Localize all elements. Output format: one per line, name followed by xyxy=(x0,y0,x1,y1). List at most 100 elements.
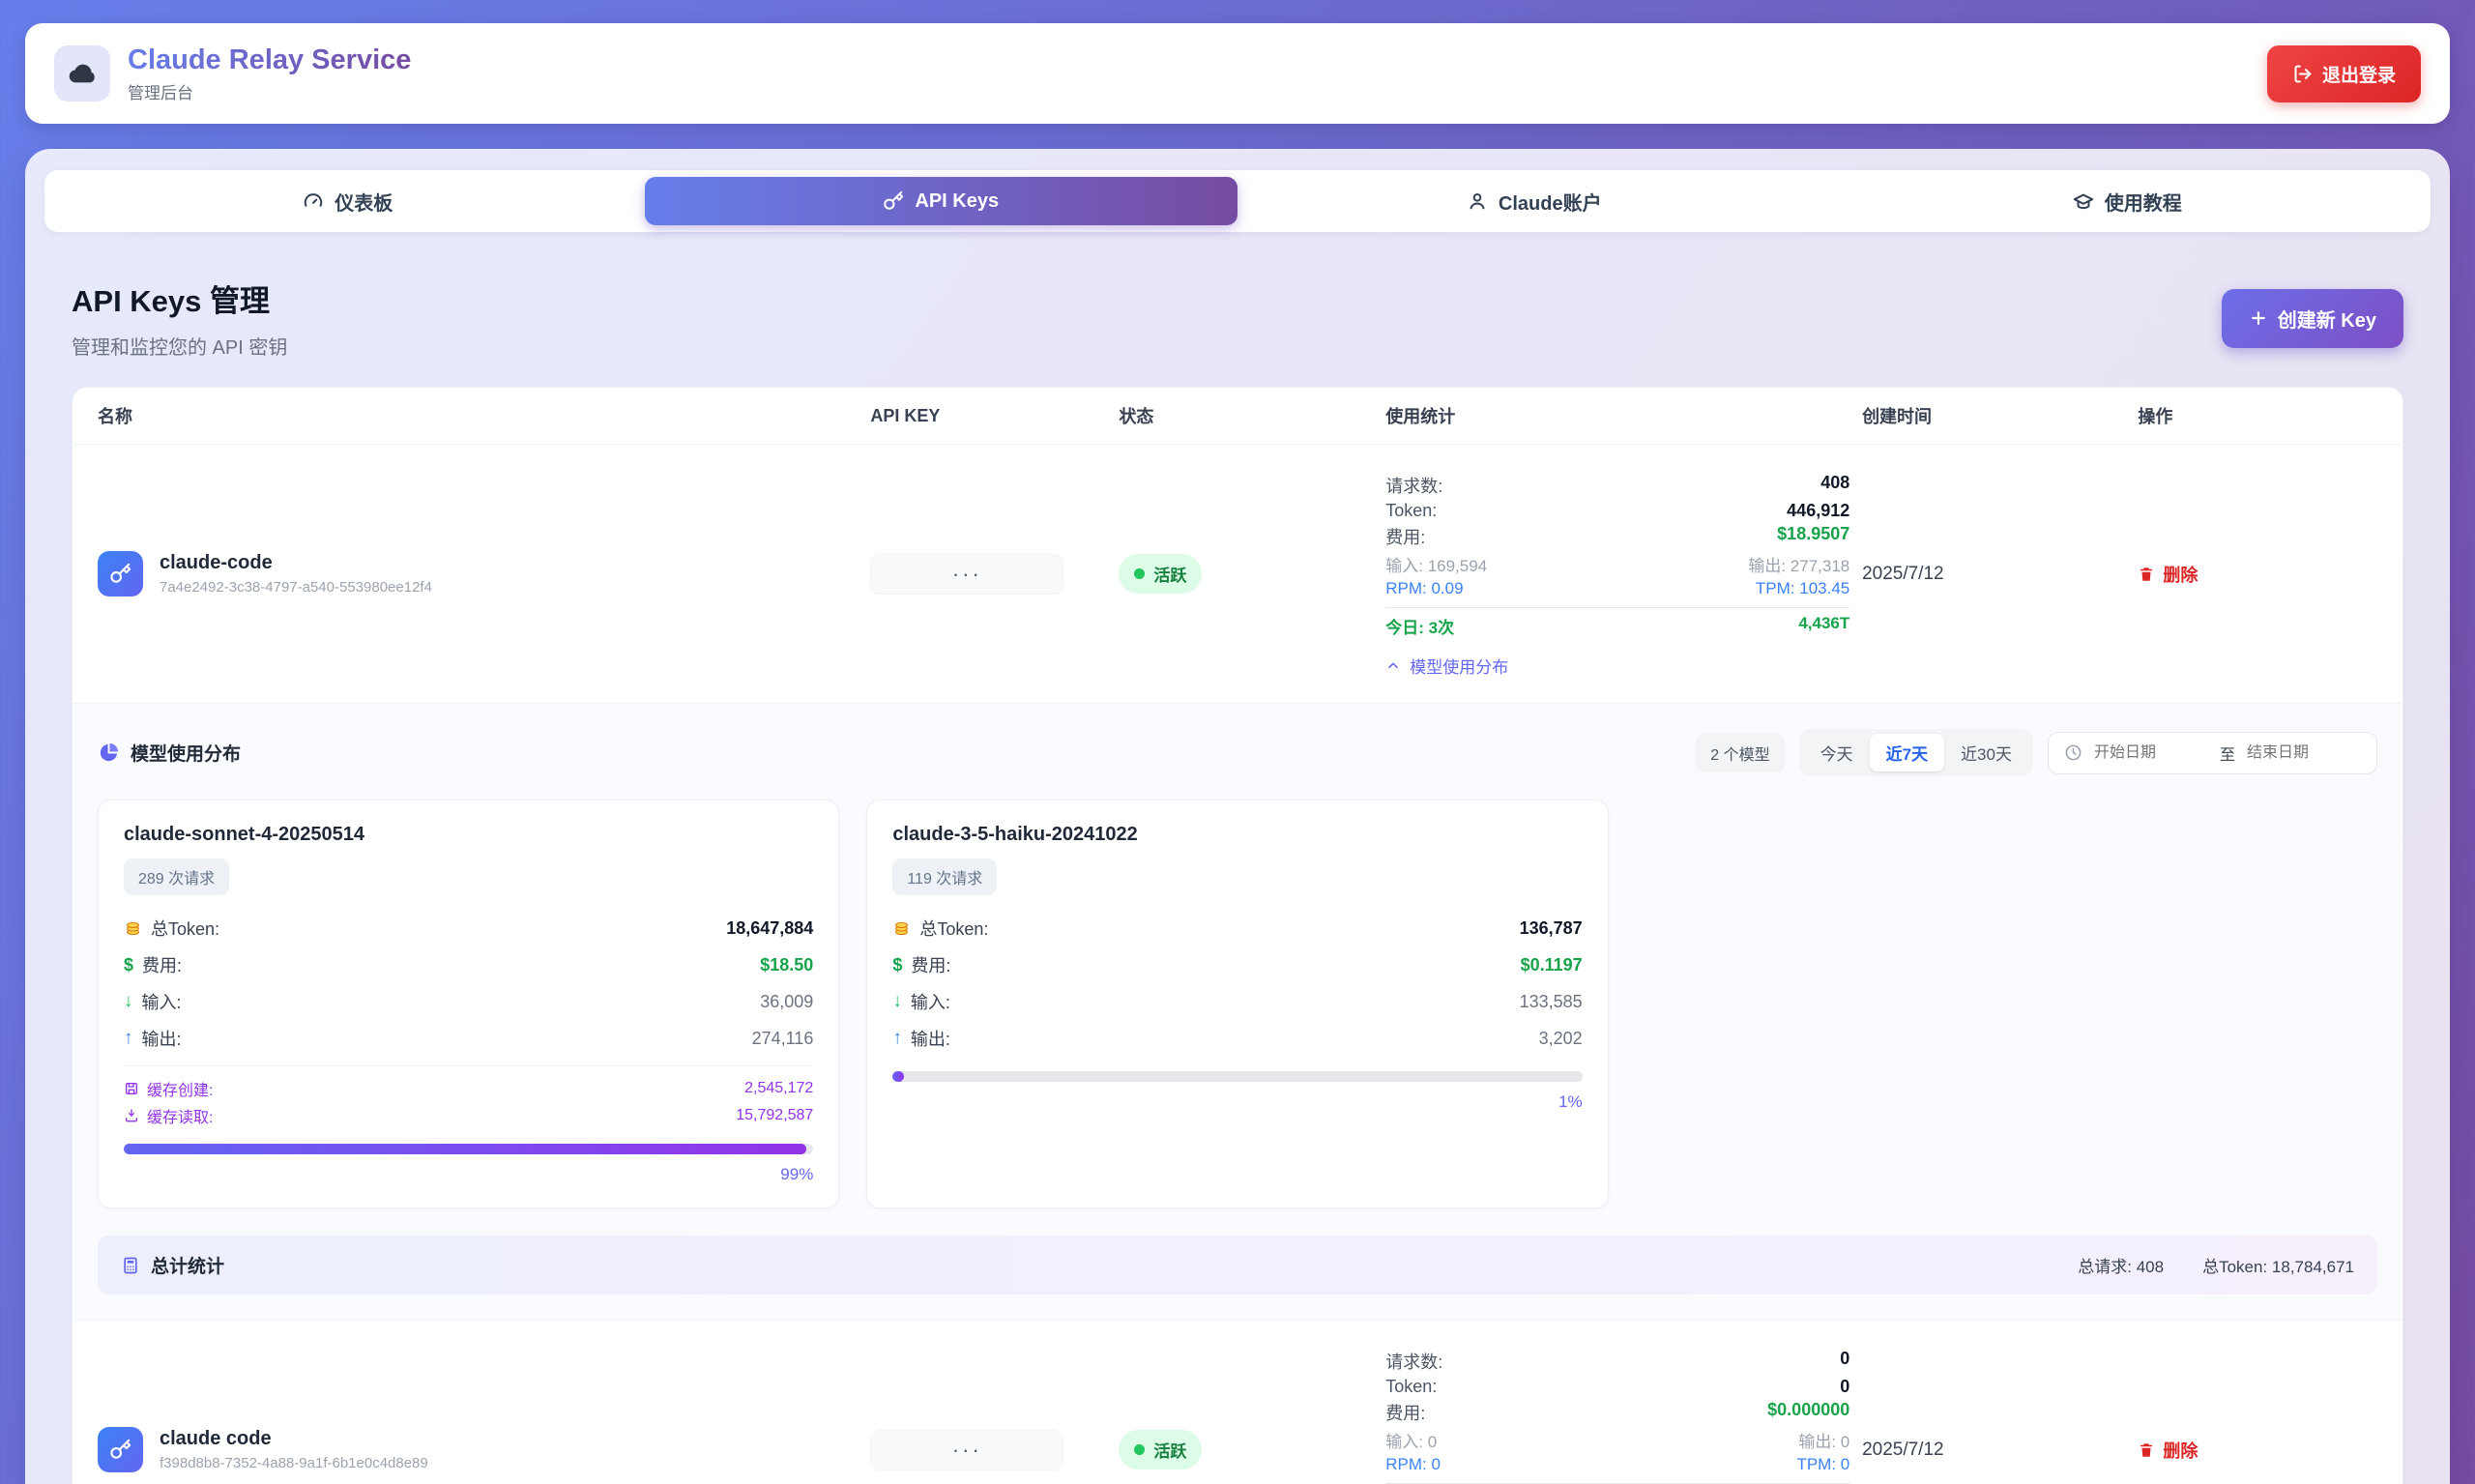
tab-api-keys[interactable]: API Keys xyxy=(644,177,1238,225)
app-subtitle: 管理后台 xyxy=(128,83,193,102)
trash-icon xyxy=(2138,566,2155,583)
output-value: 3,202 xyxy=(1538,1028,1583,1048)
key-avatar xyxy=(98,551,143,597)
cost-value: $18.9507 xyxy=(1777,524,1850,543)
start-date-input[interactable] xyxy=(2093,743,2208,762)
model-distribution-panel: 模型使用分布 2 个模型 今天 近7天 近30天 至 xyxy=(73,704,2402,1321)
tab-tutorial[interactable]: 使用教程 xyxy=(1831,177,2425,225)
logout-icon xyxy=(2292,64,2313,84)
cache-create-value: 2,545,172 xyxy=(744,1080,814,1096)
date-range-picker[interactable]: 至 xyxy=(2047,731,2377,774)
model-card: claude-3-5-haiku-20241022 119 次请求 总Token… xyxy=(866,800,1609,1208)
plus-icon xyxy=(2249,308,2268,328)
output-tokens: 输出: 0 xyxy=(1798,1433,1850,1451)
tpm-value: TPM: 103.45 xyxy=(1755,579,1850,597)
delete-button[interactable]: 删除 xyxy=(2138,1438,2198,1463)
status-badge: 活跃 xyxy=(1119,554,1203,594)
arrow-down-icon: ↓ xyxy=(124,991,133,1011)
range-7d[interactable]: 近7天 xyxy=(1869,734,1945,771)
arrow-up-icon: ↑ xyxy=(124,1028,133,1048)
range-today[interactable]: 今天 xyxy=(1820,745,1853,764)
logout-button[interactable]: 退出登录 xyxy=(2266,44,2421,102)
tab-bar: 仪表板 API Keys Claude账户 使用教程 xyxy=(44,170,2431,232)
range-30d[interactable]: 近30天 xyxy=(1961,745,2012,764)
col-actions: 操作 xyxy=(2138,407,2173,426)
col-name: 名称 xyxy=(98,407,132,426)
tab-claude-account[interactable]: Claude账户 xyxy=(1238,177,1831,225)
summary-title: 总计统计 xyxy=(151,1257,225,1277)
today-tokens: 4,436T xyxy=(1798,614,1850,632)
clock-icon xyxy=(2064,743,2082,762)
key-icon xyxy=(109,1439,131,1461)
pie-chart-icon xyxy=(98,742,120,764)
usage-percent: 1% xyxy=(1558,1092,1583,1111)
api-keys-table: 名称 API KEY 状态 使用统计 创建时间 操作 claude-code 7… xyxy=(72,387,2403,1484)
key-avatar xyxy=(98,1427,143,1472)
model-count-badge: 2 个模型 xyxy=(1696,733,1785,772)
cost-value: $18.50 xyxy=(760,954,814,975)
create-key-label: 创建新 Key xyxy=(2277,309,2376,332)
download-icon xyxy=(124,1108,139,1123)
cost-value: $0.000000 xyxy=(1767,1400,1850,1419)
summary-total-requests: 总请求: 408 xyxy=(2078,1258,2165,1276)
coins-icon xyxy=(124,919,142,938)
cloud-icon xyxy=(67,58,98,89)
gauge-icon xyxy=(303,190,324,212)
create-key-button[interactable]: 创建新 Key xyxy=(2221,288,2403,348)
input-value: 36,009 xyxy=(760,991,814,1011)
page-header: API Keys 管理 管理和监控您的 API 密钥 创建新 Key xyxy=(72,276,2403,360)
col-usage: 使用统计 xyxy=(1385,407,1456,426)
divider xyxy=(1385,607,1850,608)
app-header: Claude Relay Service 管理后台 退出登录 xyxy=(25,23,2450,124)
status-badge: 活跃 xyxy=(1119,1430,1203,1469)
api-key-mask[interactable]: ··· xyxy=(870,1429,1064,1470)
arrow-up-icon: ↑ xyxy=(892,1028,902,1048)
chevron-up-icon xyxy=(1385,658,1401,674)
model-card: claude-sonnet-4-20250514 289 次请求 总Token:… xyxy=(98,800,840,1208)
created-date: 2025/7/12 xyxy=(1862,563,1944,584)
request-count-badge: 289 次请求 xyxy=(124,858,230,895)
model-distribution-toggle[interactable]: 模型使用分布 xyxy=(1385,654,1849,678)
rpm-value: RPM: 0.09 xyxy=(1385,579,1464,597)
page-title: API Keys 管理 xyxy=(72,284,271,318)
tpm-value: TPM: 0 xyxy=(1796,1455,1850,1473)
input-tokens: 输入: 0 xyxy=(1385,1433,1438,1451)
table-row: claude code f398d8b8-7352-4a88-9a1f-6b1e… xyxy=(73,1321,2402,1484)
status-dot-icon xyxy=(1134,1444,1146,1455)
requests-value: 0 xyxy=(1840,1349,1850,1368)
page-subtitle: 管理和监控您的 API 密钥 xyxy=(72,337,288,359)
token-value: 446,912 xyxy=(1787,501,1850,520)
cost-value: $0.1197 xyxy=(1520,954,1583,975)
total-token-value: 136,787 xyxy=(1519,917,1583,938)
today-requests: 今日: 3次 xyxy=(1385,619,1455,637)
key-id: 7a4e2492-3c38-4797-a540-553980ee12f4 xyxy=(160,579,432,596)
summary-total-tokens: 总Token: 18,784,671 xyxy=(2202,1258,2354,1276)
tab-dashboard-label: 仪表板 xyxy=(335,192,393,215)
status-dot-icon xyxy=(1134,568,1146,579)
date-range-segmented: 今天 近7天 近30天 xyxy=(1798,729,2033,776)
distribution-title: 模型使用分布 xyxy=(131,744,242,765)
date-separator: 至 xyxy=(2219,746,2235,764)
usage-stats: 请求数: 0 Token: 0 费用: $0.000000 输入: 0 输出: 0 RP… xyxy=(1385,1346,1850,1484)
summary-bar: 总计统计 总请求: 408 总Token: 18,784,671 xyxy=(98,1236,2377,1295)
tab-claude-account-label: Claude账户 xyxy=(1498,192,1602,215)
input-tokens: 输入: 169,594 xyxy=(1385,557,1488,575)
usage-progress-bar xyxy=(892,1071,1583,1082)
requests-value: 408 xyxy=(1820,473,1850,492)
output-value: 274,116 xyxy=(751,1028,814,1048)
delete-button[interactable]: 删除 xyxy=(2138,562,2198,587)
end-date-input[interactable] xyxy=(2247,743,2361,762)
key-name: claude-code xyxy=(160,552,273,573)
key-name: claude code xyxy=(160,1428,272,1449)
tab-dashboard[interactable]: 仪表板 xyxy=(51,177,645,225)
arrow-down-icon: ↓ xyxy=(892,991,902,1011)
logout-label: 退出登录 xyxy=(2321,65,2396,86)
col-status: 状态 xyxy=(1119,407,1154,426)
usage-stats: 请求数: 408 Token: 446,912 费用: $18.9507 输入: 16… xyxy=(1385,473,1850,678)
tab-tutorial-label: 使用教程 xyxy=(2104,192,2182,215)
token-value: 0 xyxy=(1840,1377,1850,1396)
usage-progress-bar xyxy=(124,1144,814,1154)
model-name: claude-sonnet-4-20250514 xyxy=(124,824,365,845)
main-panel: 仪表板 API Keys Claude账户 使用教程 API Keys 管理 管… xyxy=(25,149,2450,1484)
api-key-mask[interactable]: ··· xyxy=(870,553,1064,595)
